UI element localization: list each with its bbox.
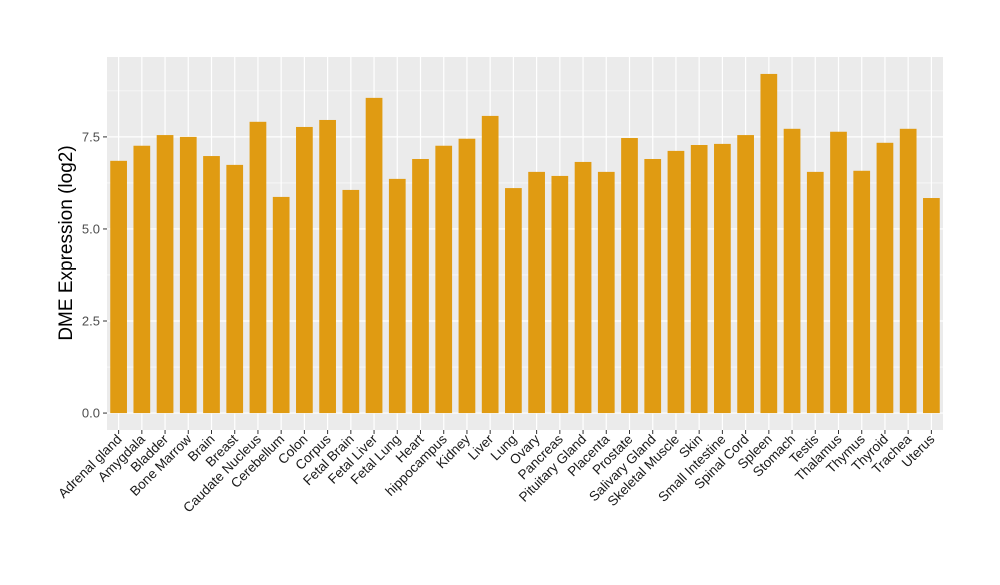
y-tick-label: 7.5 xyxy=(82,129,100,144)
bar-stomach xyxy=(783,128,801,414)
bar-heart xyxy=(412,158,429,414)
bar-pituitary-gland xyxy=(574,161,592,414)
y-axis-title: DME Expression (log2) xyxy=(56,145,77,340)
bar-skeletal-muscle xyxy=(667,150,685,414)
bar-breast xyxy=(226,164,244,414)
bar-corpus xyxy=(319,119,336,414)
bar-kidney xyxy=(458,138,476,414)
bar-brain xyxy=(203,156,220,414)
bar-prostate xyxy=(621,138,638,414)
bar-trachea xyxy=(899,128,917,414)
bar-spinal-cord xyxy=(737,135,754,414)
bar-fetal-liver xyxy=(365,97,383,414)
bar-thymus xyxy=(853,170,871,414)
bar-adrenal-gland xyxy=(110,160,127,414)
bar-spleen xyxy=(760,73,778,414)
bar-thyroid xyxy=(876,142,894,414)
bar-colon xyxy=(296,126,313,414)
y-axis: 0.0 2.5 5.0 7.5 xyxy=(82,129,107,421)
bars xyxy=(110,73,940,414)
bar-liver xyxy=(481,115,499,414)
bar-cerebellum xyxy=(272,196,290,414)
bar-lung xyxy=(505,188,522,414)
bar-skin xyxy=(690,145,708,414)
y-tick-label: 2.5 xyxy=(82,314,100,329)
bar-salivary-gland xyxy=(644,158,662,414)
bar-fetal-lung xyxy=(388,178,406,414)
bar-thalamus xyxy=(830,131,847,414)
bar-small-intestine xyxy=(714,143,731,414)
bar-ovary xyxy=(528,171,545,414)
bar-bladder xyxy=(156,135,174,414)
bar-testis xyxy=(806,171,824,414)
bar-fetal-brain xyxy=(342,189,360,414)
bar-bone-marrow xyxy=(179,136,197,414)
y-tick-label: 5.0 xyxy=(82,221,100,236)
bar-placenta xyxy=(597,171,615,414)
plot-panel xyxy=(107,57,943,430)
bar-pancreas xyxy=(551,175,569,414)
y-tick-label: 0.0 xyxy=(82,406,100,421)
bar-hippocampus xyxy=(435,145,453,414)
bar-amygdala xyxy=(133,145,151,414)
bar-uterus xyxy=(923,198,940,414)
bar-caudate-nucleus xyxy=(249,121,267,414)
